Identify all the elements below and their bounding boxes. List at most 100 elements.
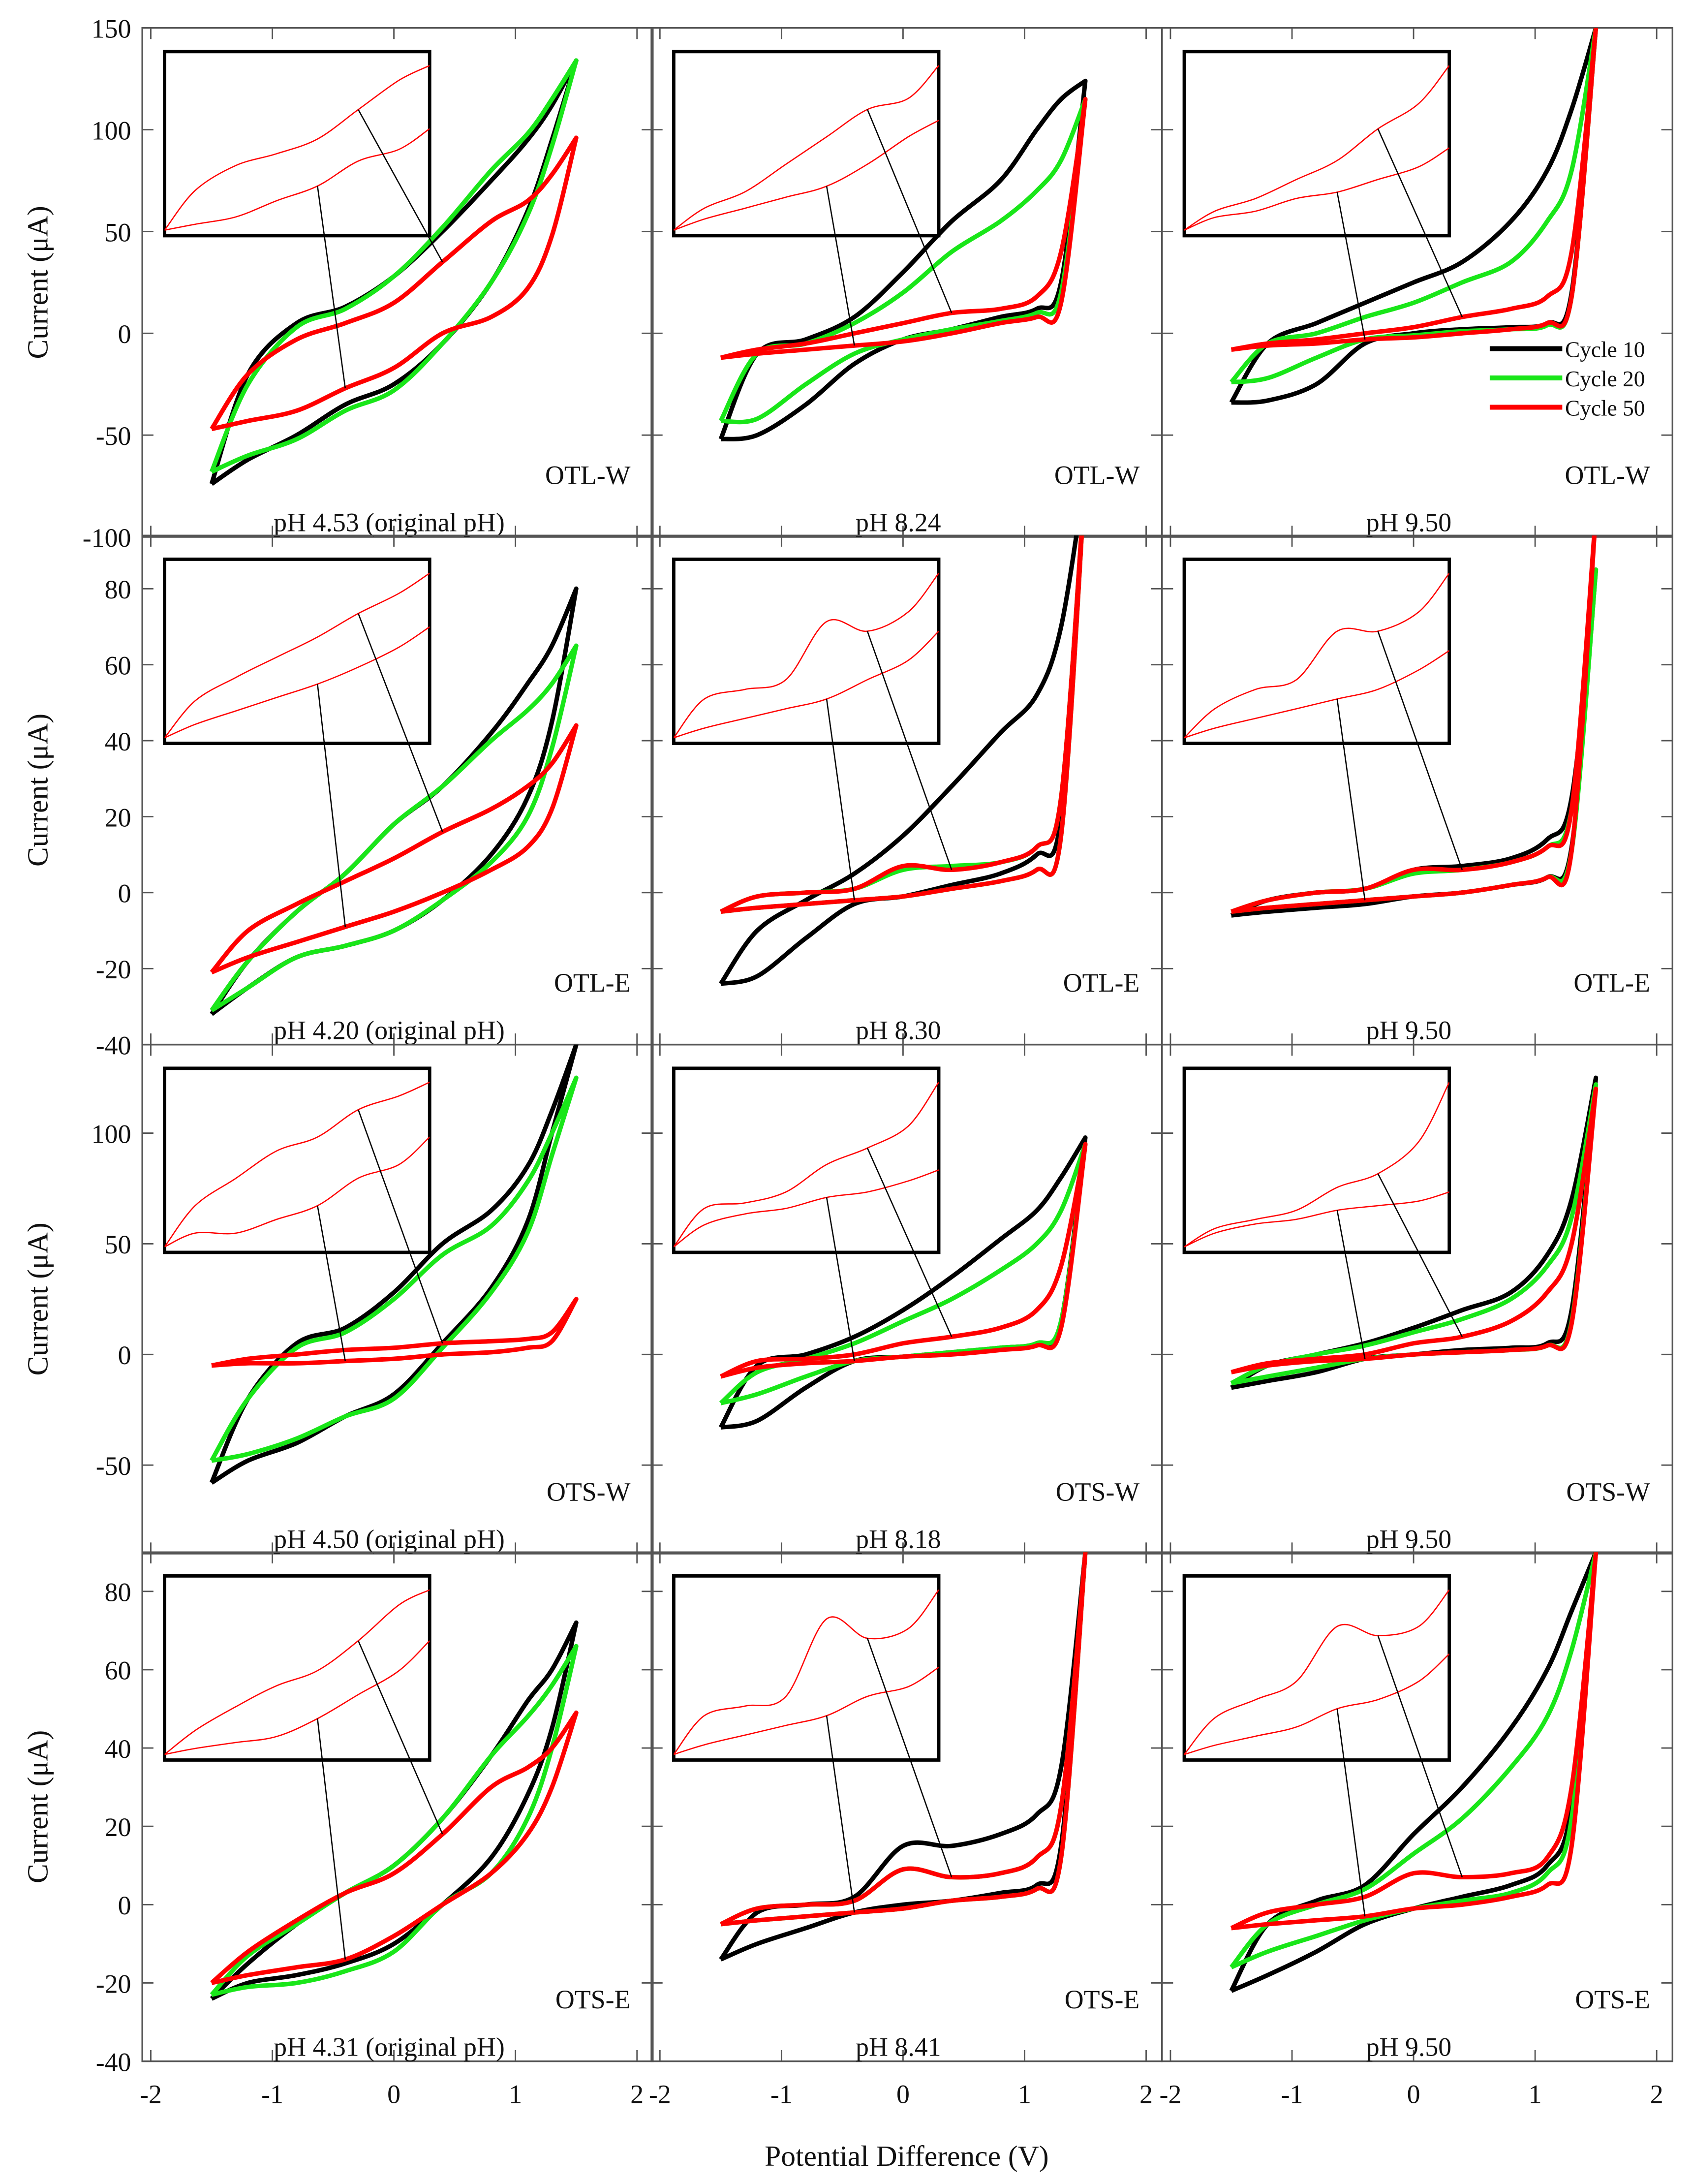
y-tick-label: 80 xyxy=(105,575,131,604)
y-tick-label: 0 xyxy=(118,879,131,908)
inset-connector xyxy=(317,1718,346,1960)
x-tick-label: 0 xyxy=(896,2080,910,2109)
sample-label: OTL-W xyxy=(545,460,631,490)
cv-panel: OTS-W pH 9.50 xyxy=(1161,1043,1674,1555)
inset-connector xyxy=(1336,1709,1366,1917)
y-tick-label: 50 xyxy=(105,218,131,247)
cv-panel: -2 -1 0 1 2 OTS-E pH 9.50 xyxy=(1160,1551,1674,2109)
x-tick-label: -1 xyxy=(261,2080,283,2109)
series-group xyxy=(719,1552,1088,1962)
ph-label: pH 4.31 (original pH) xyxy=(274,2032,505,2061)
x-tick-label: 1 xyxy=(1018,2080,1031,2109)
inset-curve xyxy=(1184,572,1449,739)
series-line-cycle-50 xyxy=(1231,28,1599,352)
y-tick-label: 0 xyxy=(118,1341,131,1370)
inset-connector xyxy=(866,109,953,313)
y-tick-label: -40 xyxy=(96,2047,131,2077)
cv-panel: -50 0 50 100 OTS-W pH 4.50 (original pH) xyxy=(92,1043,654,1555)
x-tick-label: -2 xyxy=(140,2080,162,2109)
inset-connector xyxy=(1377,128,1463,317)
inset-connector xyxy=(1377,1635,1463,1878)
inset-connector xyxy=(1336,1210,1366,1359)
ph-label: pH 8.41 xyxy=(856,2032,941,2061)
ph-label: pH 4.53 (original pH) xyxy=(274,508,505,537)
inset-connector xyxy=(357,1109,443,1344)
ph-label: pH 8.24 xyxy=(856,508,941,537)
cv-panel: OTS-W pH 8.18 xyxy=(650,1043,1163,1555)
cv-panel: -2 -1 0 1 2 -40 -20 0 20 40 60 80 OTS-E pH 4.31 (orig… xyxy=(96,1551,654,2109)
inset-curve xyxy=(674,120,939,231)
series-group xyxy=(1229,1552,1599,1993)
inset-curve xyxy=(1184,1191,1449,1248)
series-line-cycle-20 xyxy=(210,643,579,1013)
series-group xyxy=(719,535,1084,986)
inset-curve xyxy=(164,1136,430,1248)
series-line-cycle-50 xyxy=(211,1297,579,1368)
inset-curve xyxy=(164,626,430,739)
ph-label: pH 4.20 (original pH) xyxy=(274,1015,505,1045)
inset-connector xyxy=(826,186,855,346)
y-tick-label: 50 xyxy=(105,1230,131,1259)
inset-curve xyxy=(1184,1082,1449,1248)
y-tick-label: -20 xyxy=(96,955,131,984)
inset-curve xyxy=(674,630,939,739)
x-tick-label: -2 xyxy=(649,2080,671,2109)
y-tick-label: -50 xyxy=(96,421,131,451)
series-group xyxy=(1230,535,1599,918)
inset-connector xyxy=(1336,699,1366,901)
inset-curve xyxy=(1184,65,1449,231)
inset-box xyxy=(672,1574,941,1762)
series-group xyxy=(718,1135,1088,1430)
inset-curve xyxy=(164,65,430,231)
y-tick-label: 100 xyxy=(92,1119,131,1149)
x-tick-label: 2 xyxy=(1650,2080,1663,2109)
inset-box xyxy=(672,1066,941,1254)
y-axis-label: Current (μA) xyxy=(21,1222,54,1375)
cv-panel: -100 -50 0 50 100 150 OTL-W pH 4.53 (original p… xyxy=(83,14,654,553)
inset-box xyxy=(672,50,941,238)
series-group xyxy=(210,1620,579,2001)
series-group xyxy=(1230,1075,1599,1390)
cv-panel: -40 -20 0 20 40 60 80 OTL-E pH 4.20 (original pH… xyxy=(96,534,654,1060)
series-line-cycle-50 xyxy=(1231,535,1597,914)
x-tick-label: 2 xyxy=(630,2080,644,2109)
ph-label: pH 8.18 xyxy=(856,1525,941,1554)
series-line-cycle-50 xyxy=(1230,1552,1599,1931)
y-tick-label: 0 xyxy=(118,319,131,349)
series-line-cycle-50 xyxy=(210,1710,579,1985)
cv-panel: OTL-W pH 8.24 xyxy=(650,27,1163,538)
series-group xyxy=(210,586,579,1016)
ph-label: pH 9.50 xyxy=(1366,508,1452,537)
inset-curve xyxy=(674,1169,939,1248)
sample-label: OTS-W xyxy=(547,1477,631,1506)
inset-connector xyxy=(317,684,346,927)
sample-label: OTS-E xyxy=(555,1985,631,2014)
inset-curve xyxy=(164,1589,430,1755)
inset-curve xyxy=(164,1081,430,1248)
y-tick-label: 40 xyxy=(105,727,131,756)
inset-connector xyxy=(357,613,443,832)
sample-label: OTL-E xyxy=(554,968,631,998)
sample-label: OTL-W xyxy=(1565,460,1650,490)
inset-connector xyxy=(826,1716,855,1913)
sample-label: OTS-E xyxy=(1065,1985,1140,2014)
x-axis-label: Potential Difference (V) xyxy=(765,2140,1048,2172)
plot-frame xyxy=(1161,1043,1674,1555)
y-tick-label: 20 xyxy=(105,1812,131,1842)
legend: Cycle 10 Cycle 20 Cycle 50 xyxy=(1489,338,1645,421)
inset-curve xyxy=(674,65,939,231)
ph-label: pH 8.30 xyxy=(856,1015,941,1045)
plot-frame xyxy=(1161,1551,1674,2062)
y-axis-label: Current (μA) xyxy=(21,714,54,867)
y-tick-label: 20 xyxy=(105,803,131,832)
inset-box xyxy=(163,1574,431,1762)
inset-connector xyxy=(866,1638,953,1878)
x-tick-label: -1 xyxy=(1281,2080,1303,2109)
y-tick-label: -40 xyxy=(96,1030,131,1060)
inset-curve xyxy=(1184,147,1449,231)
x-tick-label: 1 xyxy=(1529,2080,1542,2109)
series-line-cycle-50 xyxy=(720,535,1084,914)
inset-connector xyxy=(317,186,346,389)
inset-curve xyxy=(1184,650,1449,739)
